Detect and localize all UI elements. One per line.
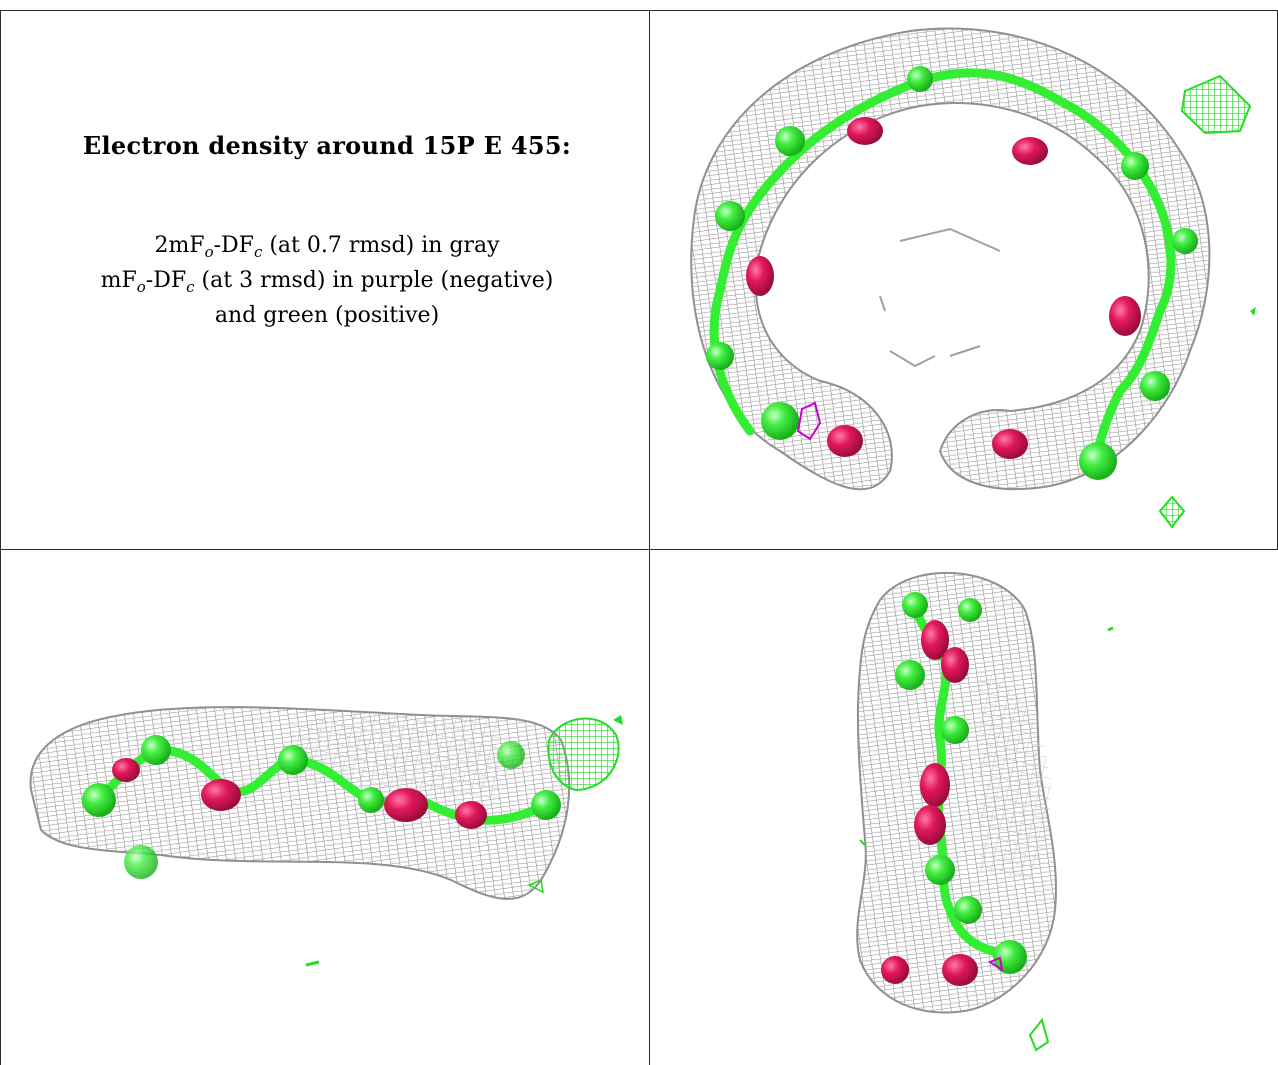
backbone-ring [709,68,1176,466]
diff-density-positive-end-2 [1107,626,1114,632]
diff-density-positive-side-4 [305,960,320,967]
caption-cell: Electron density around 15P E 455: 2mFo-… [1,11,649,549]
density-view-end [650,550,1277,1065]
diff-density-positive-side-1 [547,717,620,792]
diff-density-positive-end-1 [1028,1017,1050,1052]
density-view-side [1,550,649,1065]
table-border-mid-vertical [649,10,650,1065]
diff-density-positive-side-2 [613,715,623,725]
density-view-top [650,11,1277,549]
table-border-left [0,10,1,1065]
diff-density-positive-1 [1180,74,1252,135]
magenta-atoms [746,117,1141,459]
caption-title: Electron density around 15P E 455: [82,131,572,160]
caption-line-1: 2mFo-DFc (at 0.7 rmsd) in gray [154,233,500,261]
density-mesh-end-back [980,670,1051,880]
green-atoms [706,66,1198,480]
interior-fragments [879,227,1001,368]
caption-line-2: mFo-DFc (at 3 rmsd) in purple (negative) [100,268,554,296]
magenta-atoms-end [881,620,978,986]
magenta-atoms-side [112,758,487,829]
diff-density-positive-2 [1158,495,1186,529]
diff-density-positive-3 [1250,307,1256,316]
diff-density-positive-side-3 [527,878,544,894]
table-border-top [0,10,1278,11]
density-mesh-ring [690,27,1211,491]
green-atoms-end [895,592,1027,974]
table-border-mid-horizontal [0,549,1278,550]
diff-density-positive-end-3 [859,839,867,847]
caption: Electron density around 15P E 455: 2mFo-… [21,131,633,333]
diff-density-negative-end [987,956,1004,973]
caption-line-3: and green (positive) [214,303,440,328]
diff-density-negative [796,401,822,441]
green-atoms-side [82,735,561,879]
